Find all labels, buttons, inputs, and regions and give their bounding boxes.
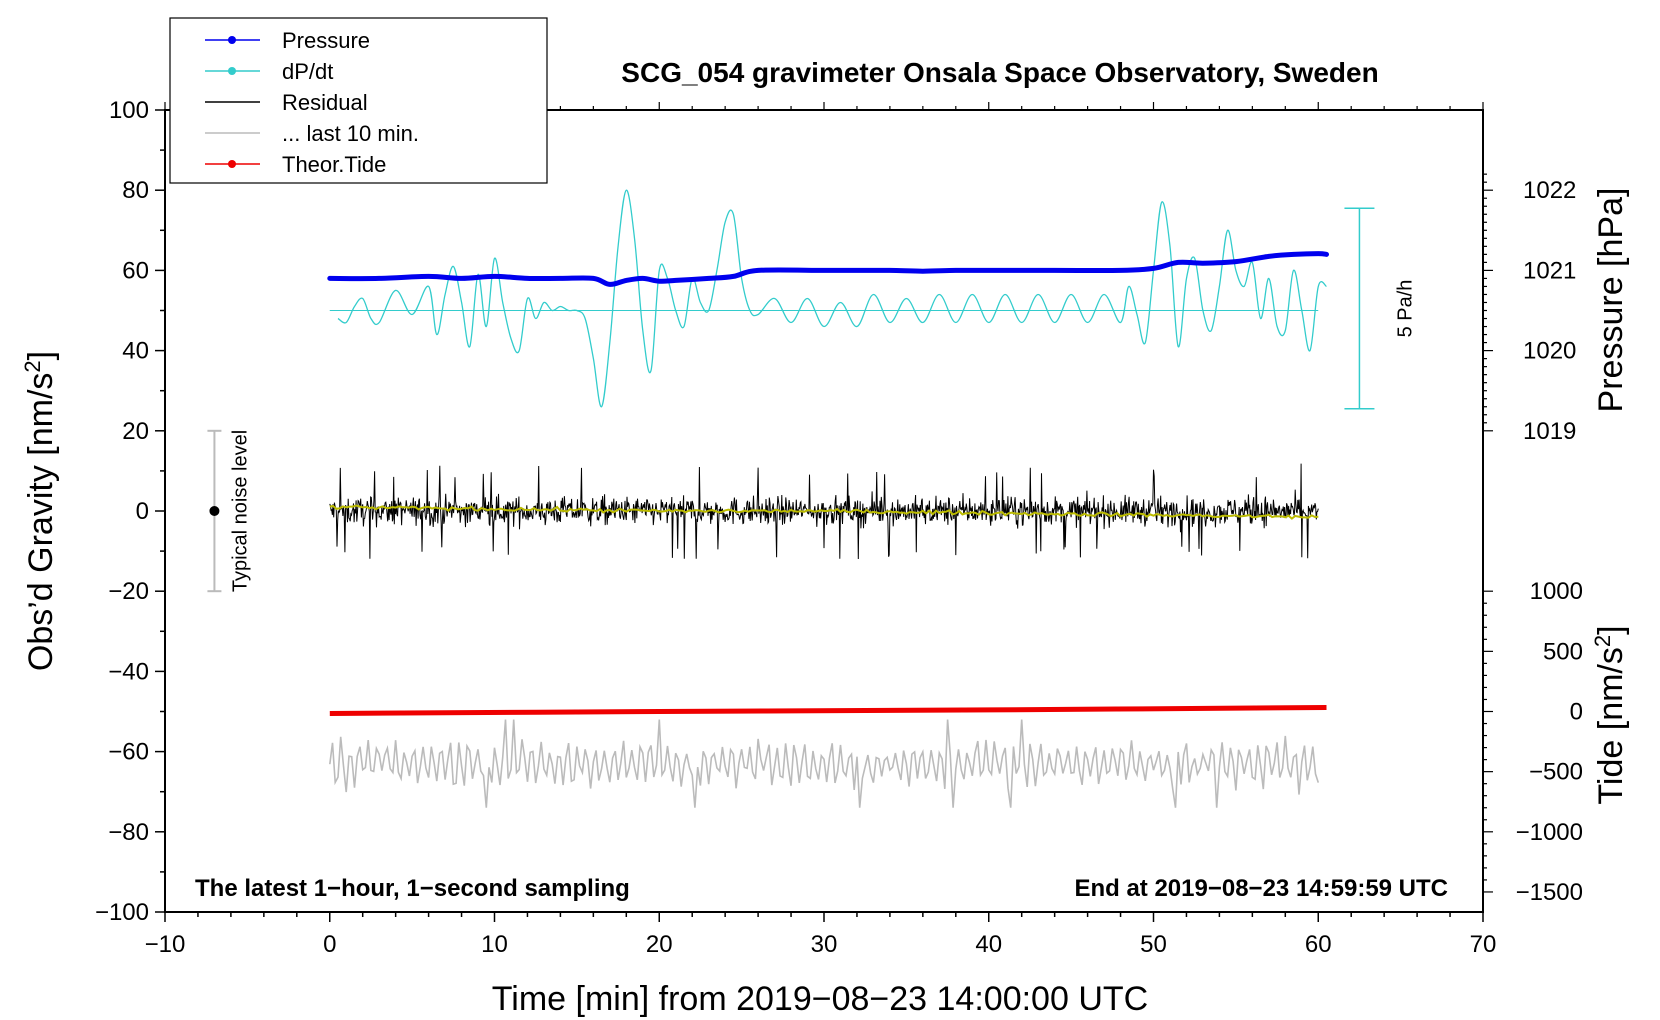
x-tick-label: 60 xyxy=(1305,931,1332,958)
residual-line xyxy=(329,463,1319,560)
y-tick-label: 20 xyxy=(122,418,149,445)
residual-smoothed-line xyxy=(329,504,1319,520)
x-tick-label: 10 xyxy=(481,931,508,958)
y-tick-label: 0 xyxy=(136,498,149,525)
x-axis-title: Time [min] from 2019−08−23 14:00:00 UTC xyxy=(492,980,1148,1018)
noise-bar-center-dot xyxy=(209,506,220,516)
theor-tide-line xyxy=(329,705,1327,716)
chart-title: SCG_054 gravimeter Onsala Space Observat… xyxy=(621,57,1378,88)
y-tick-label: 40 xyxy=(122,338,149,365)
legend-marker xyxy=(228,36,236,44)
y-tick-label: −100 xyxy=(95,899,149,926)
legend-marker xyxy=(228,160,236,168)
tide-tick-label: −1500 xyxy=(1516,879,1583,906)
series-layer xyxy=(327,189,1329,808)
pressure-tick-label: 1022 xyxy=(1523,177,1576,204)
y-axis-title-left-sup: 2 xyxy=(20,360,45,372)
y-tick-label: 100 xyxy=(109,97,149,124)
last-10-min-line xyxy=(329,719,1320,808)
x-tick-label: 70 xyxy=(1470,931,1497,958)
x-tick-label: 40 xyxy=(975,931,1002,958)
y-axis-title-tide-sup: 2 xyxy=(1590,635,1615,647)
tide-tick-label: −1000 xyxy=(1516,819,1583,846)
y-tick-label: 60 xyxy=(122,257,149,284)
tide-tick-label: −500 xyxy=(1529,759,1583,786)
tide-tick-label: 1000 xyxy=(1530,578,1583,605)
y-tick-label: −40 xyxy=(108,658,149,685)
dpdt-line xyxy=(337,189,1327,408)
legend-label: Theor.Tide xyxy=(282,152,386,177)
annotation-layer: Typical noise level 5 Pa/h xyxy=(207,207,1416,593)
y-tick-label: −20 xyxy=(108,578,149,605)
legend-marker xyxy=(228,67,236,75)
y-tick-label: 80 xyxy=(122,177,149,204)
legend-label: ... last 10 min. xyxy=(282,121,419,146)
legend-label: Residual xyxy=(282,90,368,115)
legend-box xyxy=(169,17,548,184)
pressure-tick-label: 1021 xyxy=(1523,257,1576,284)
pressure-line xyxy=(327,251,1329,287)
y-axis-title-tide: Tide [nm/s2] xyxy=(1590,625,1631,804)
tide-tick-label: 500 xyxy=(1543,638,1583,665)
x-tick-label: −10 xyxy=(145,931,186,958)
x-tick-label: 20 xyxy=(646,931,673,958)
x-tick-label: 50 xyxy=(1140,931,1167,958)
legend: Pressure dP/dt Residual ... last 10 min. The… xyxy=(169,17,548,184)
tide-tick-label: 0 xyxy=(1570,699,1583,726)
y-axis-title-left: Obs’d Gravity [nm/s2] xyxy=(20,351,61,671)
dpdt-scale-label: 5 Pa/h xyxy=(1394,280,1416,338)
x-tick-label: 0 xyxy=(323,931,336,958)
axis-ticks: −10 0 10 20 30 40 50 60 70−100−80−60−40−20020406… xyxy=(95,97,1583,958)
y-tick-label: −60 xyxy=(108,739,149,766)
annotation-end-time: End at 2019−08−23 14:59:59 UTC xyxy=(1074,875,1448,902)
y-axis-title-pressure: Pressure [hPa] xyxy=(1592,188,1630,413)
legend-label: Pressure xyxy=(282,28,370,53)
pressure-tick-label: 1019 xyxy=(1523,418,1576,445)
y-tick-label: −80 xyxy=(108,819,149,846)
annotation-sampling: The latest 1−hour, 1−second sampling xyxy=(195,875,630,902)
noise-level-label: Typical noise level xyxy=(229,430,251,592)
legend-label: dP/dt xyxy=(282,59,333,84)
x-tick-label: 30 xyxy=(811,931,838,958)
pressure-tick-label: 1020 xyxy=(1523,338,1576,365)
